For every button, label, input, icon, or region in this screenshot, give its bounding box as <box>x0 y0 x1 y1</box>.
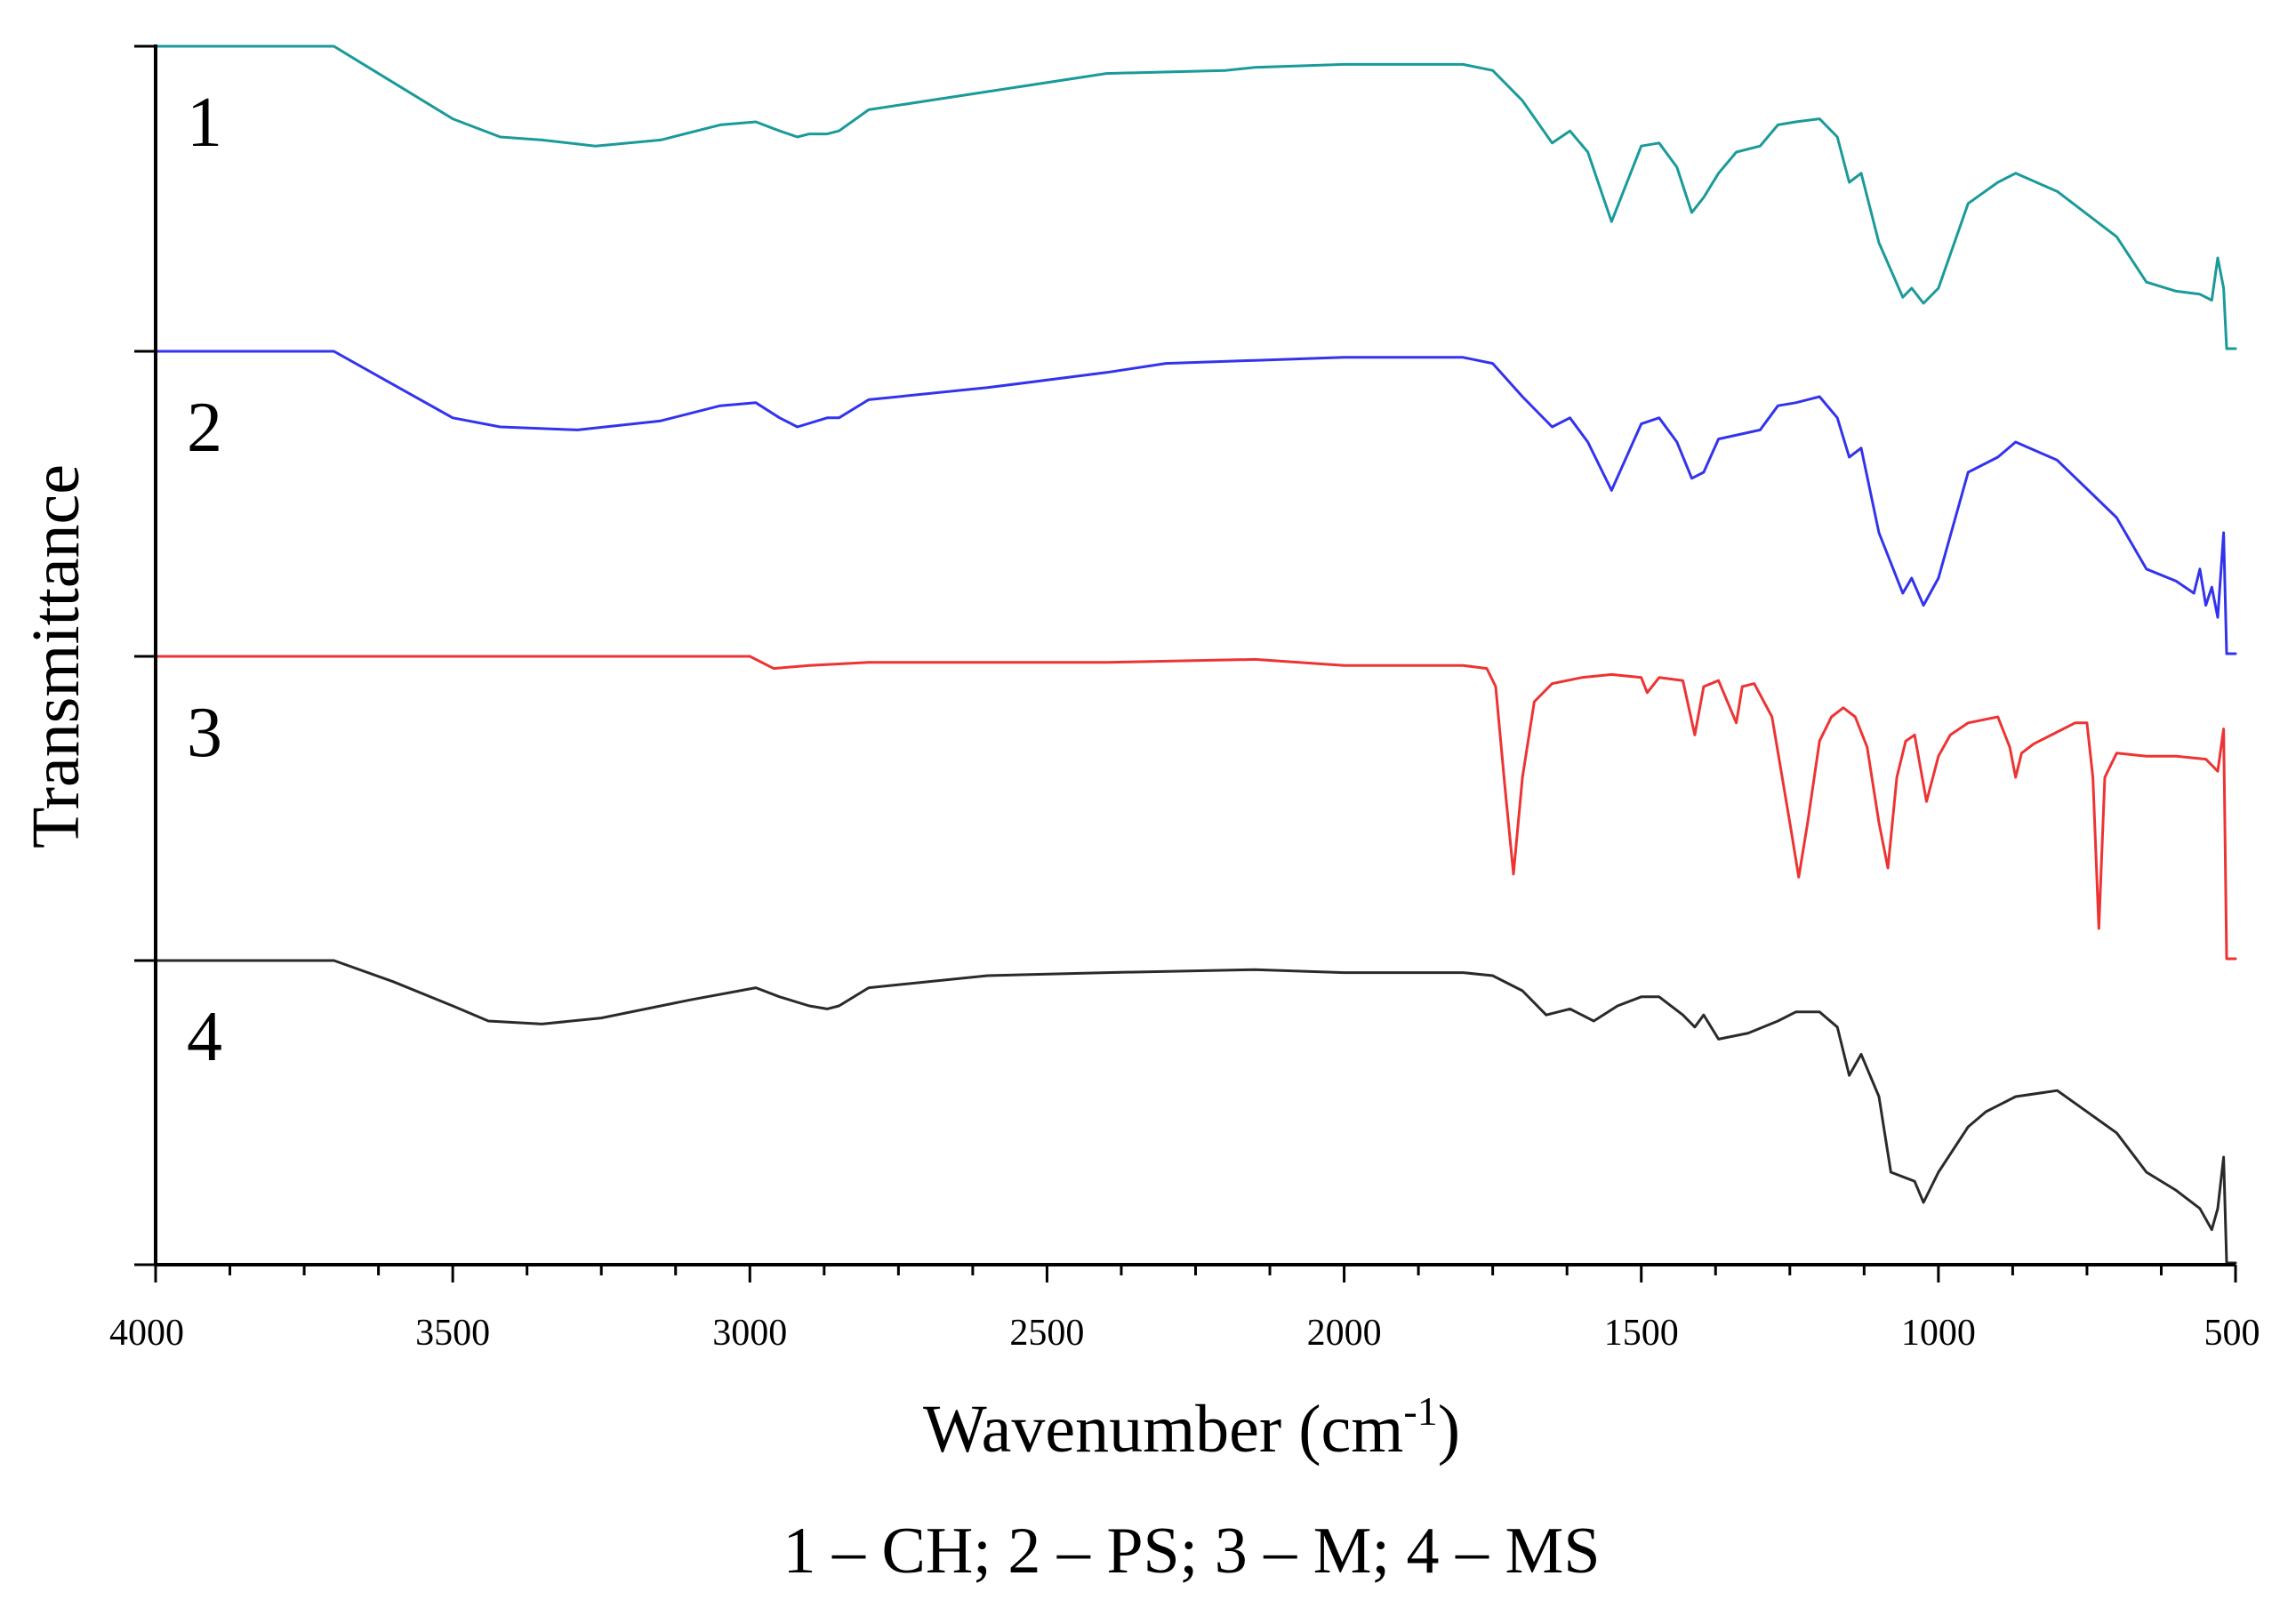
series-line-2 <box>154 350 2237 655</box>
series-label-2: 2 <box>187 389 222 467</box>
y-ticks <box>134 44 156 1266</box>
x-ticks <box>154 1265 2237 1282</box>
x-tick-label-1000: 1000 <box>1901 1313 1976 1354</box>
x-tick-label-3000: 3000 <box>712 1313 787 1354</box>
spectra-traces <box>154 44 2237 1265</box>
axes <box>154 44 2236 1266</box>
series-line-4 <box>154 959 2237 1265</box>
x-tick-label-1500: 1500 <box>1604 1313 1679 1354</box>
x-tick-labels: 4000 3500 3000 2500 2000 1500 1000 500 <box>109 1313 2260 1354</box>
series-label-1: 1 <box>187 84 222 162</box>
x-tick-label-4000: 4000 <box>109 1313 184 1354</box>
x-axis-title: Wavenumber (cm-1) <box>923 1388 1460 1467</box>
series-line-1 <box>154 44 2237 350</box>
series-label-4: 4 <box>187 998 222 1076</box>
x-tick-label-2500: 2500 <box>1009 1313 1084 1354</box>
series-label-3: 3 <box>187 694 222 772</box>
series-line-3 <box>154 655 2237 961</box>
x-tick-label-2000: 2000 <box>1307 1313 1382 1354</box>
x-axis-title-end: ) <box>1438 1392 1460 1467</box>
series-labels: 1 2 3 4 <box>187 84 222 1076</box>
x-tick-label-500: 500 <box>2204 1313 2260 1354</box>
x-tick-label-3500: 3500 <box>415 1313 490 1354</box>
chart-caption: 1 – CH; 2 – PS; 3 – M; 4 – MS <box>783 1515 1600 1588</box>
x-axis-title-sup: -1 <box>1403 1388 1437 1434</box>
y-axis-title: Transmittance <box>19 464 93 848</box>
x-axis-title-main: Wavenumber (cm <box>923 1392 1403 1467</box>
